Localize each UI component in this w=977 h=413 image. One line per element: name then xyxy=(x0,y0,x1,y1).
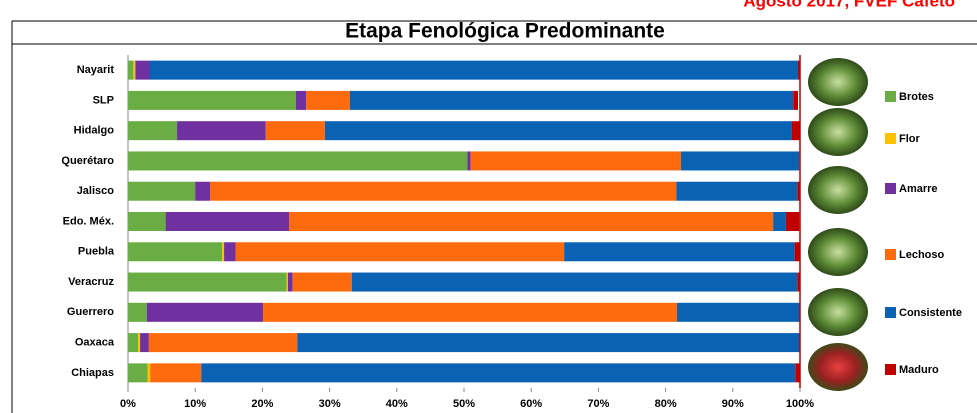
bar-segment xyxy=(288,273,293,292)
chart-title: Etapa Fenológica Predominante xyxy=(345,20,665,43)
bar-segment xyxy=(792,121,800,140)
photo xyxy=(808,288,868,336)
y-tick-label: Querétaro xyxy=(61,155,114,167)
legend-label: Brotes xyxy=(899,91,934,103)
bar-segment xyxy=(306,91,350,110)
bar-segment xyxy=(128,273,287,292)
bar-segment xyxy=(263,303,677,322)
bar-segment xyxy=(795,242,800,261)
photo xyxy=(808,166,868,214)
bar-segment xyxy=(133,61,135,80)
legend-swatch xyxy=(885,364,896,375)
bar-segment xyxy=(676,182,797,201)
x-tick-label: 0% xyxy=(120,398,136,410)
legend-label: Lechoso xyxy=(899,249,945,261)
chart: Agosto 2017, FVEF Cafeto Etapa Fenológic… xyxy=(0,0,977,413)
legend-label: Flor xyxy=(899,133,920,145)
bar-segment xyxy=(149,333,298,352)
bar-segment xyxy=(201,363,795,382)
legend-label: Maduro xyxy=(899,364,939,376)
bar-segment xyxy=(266,121,325,140)
bar-segment xyxy=(150,363,201,382)
y-tick-label: Veracruz xyxy=(68,276,114,288)
bar-segment xyxy=(128,333,138,352)
bar-segment xyxy=(471,151,681,170)
legend-swatch xyxy=(885,91,896,102)
bar-segment xyxy=(128,91,296,110)
bar-segment xyxy=(128,212,166,231)
bar-segment xyxy=(177,121,266,140)
legend-swatch xyxy=(885,249,896,260)
x-tick-label: 40% xyxy=(386,398,408,410)
photo xyxy=(808,108,868,156)
bar-segment xyxy=(150,61,798,80)
legend-label: Consistente xyxy=(899,307,962,319)
bar-segment xyxy=(564,242,794,261)
bar-segment xyxy=(681,151,799,170)
bar-segment xyxy=(147,363,150,382)
x-tick-label: 70% xyxy=(587,398,609,410)
bar-segment xyxy=(222,242,224,261)
y-tick-label: Chiapas xyxy=(71,367,114,379)
subtitle: Agosto 2017, FVEF Cafeto xyxy=(743,0,955,10)
legend-label: Amarre xyxy=(899,183,938,195)
bar-segment xyxy=(467,151,470,170)
photo xyxy=(808,343,868,391)
bar-segment xyxy=(289,212,773,231)
x-tick-label: 50% xyxy=(453,398,475,410)
y-tick-label: Guerrero xyxy=(67,306,114,318)
x-tick-label: 30% xyxy=(319,398,341,410)
bar-segment xyxy=(128,182,195,201)
bar-segment xyxy=(297,333,800,352)
photo xyxy=(808,228,868,276)
bar-segment xyxy=(128,363,147,382)
bar-segment xyxy=(224,242,235,261)
bar-segment xyxy=(128,61,133,80)
bar-segment xyxy=(140,333,149,352)
bar-segment xyxy=(147,303,263,322)
bar-segment xyxy=(128,242,222,261)
y-tick-label: Hidalgo xyxy=(74,125,115,137)
legend-swatch xyxy=(885,307,896,318)
x-tick-label: 100% xyxy=(786,398,814,410)
bar-segment xyxy=(128,121,177,140)
bar-segment xyxy=(195,182,210,201)
photo xyxy=(808,58,868,106)
x-tick-label: 80% xyxy=(655,398,677,410)
x-tick-label: 90% xyxy=(722,398,744,410)
bar-segment xyxy=(677,303,800,322)
y-tick-label: Puebla xyxy=(78,246,115,258)
bar-segment xyxy=(287,273,288,292)
legend-swatch xyxy=(885,183,896,194)
bar-segment xyxy=(296,91,306,110)
x-tick-label: 20% xyxy=(251,398,273,410)
bar-segment xyxy=(786,212,799,231)
bar-segment xyxy=(128,151,467,170)
bar-segment xyxy=(793,91,798,110)
y-tick-label: Jalisco xyxy=(77,185,115,197)
bar-segment xyxy=(138,333,140,352)
bar-segment xyxy=(236,242,565,261)
y-tick-label: Edo. Méx. xyxy=(63,215,114,227)
legend-swatch xyxy=(885,133,896,144)
bar-segment xyxy=(210,182,676,201)
bar-segment xyxy=(350,91,794,110)
bar-segment xyxy=(166,212,290,231)
bar-segment xyxy=(325,121,792,140)
y-tick-label: Oaxaca xyxy=(75,336,115,348)
bar-segment xyxy=(135,61,149,80)
bar-segment xyxy=(128,303,147,322)
bar-segment xyxy=(352,273,798,292)
bar-segment xyxy=(773,212,786,231)
y-tick-label: Nayarit xyxy=(77,64,115,76)
y-tick-label: SLP xyxy=(93,94,114,106)
x-tick-label: 10% xyxy=(184,398,206,410)
bar-segment xyxy=(293,273,352,292)
x-tick-label: 60% xyxy=(520,398,542,410)
